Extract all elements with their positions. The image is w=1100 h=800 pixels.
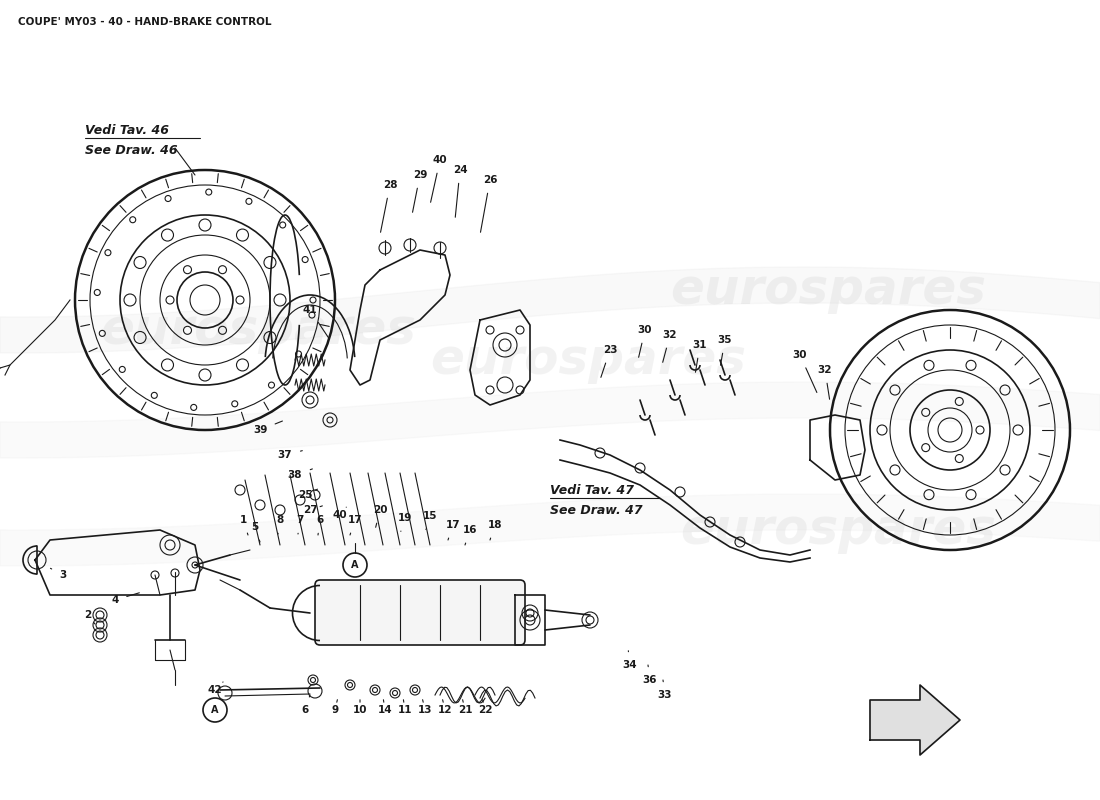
Text: 2: 2 (85, 610, 95, 624)
Text: Vedi Tav. 46: Vedi Tav. 46 (85, 123, 169, 137)
Text: 40: 40 (430, 155, 448, 202)
Text: 22: 22 (477, 700, 493, 715)
Text: 38: 38 (288, 469, 312, 480)
Text: 21: 21 (458, 700, 472, 715)
Text: 8: 8 (276, 515, 284, 534)
Text: 30: 30 (793, 350, 817, 393)
Text: eurospares: eurospares (100, 306, 416, 354)
Text: 5: 5 (252, 522, 260, 542)
Text: 4: 4 (111, 593, 140, 605)
Text: 34: 34 (623, 650, 637, 670)
FancyBboxPatch shape (315, 580, 525, 645)
Text: 6: 6 (301, 695, 310, 715)
Text: 1: 1 (240, 515, 248, 535)
Text: COUPE' MY03 - 40 - HAND-BRAKE CONTROL: COUPE' MY03 - 40 - HAND-BRAKE CONTROL (18, 17, 272, 27)
Text: 11: 11 (398, 700, 412, 715)
Text: 7: 7 (296, 515, 304, 534)
Text: 28: 28 (381, 180, 397, 232)
Text: 18: 18 (487, 520, 503, 540)
Text: 40: 40 (332, 507, 348, 520)
Text: 16: 16 (463, 525, 477, 545)
Text: 30: 30 (638, 325, 652, 358)
Text: 33: 33 (658, 680, 672, 700)
Text: 17: 17 (446, 520, 460, 540)
Text: 41: 41 (302, 305, 329, 338)
Text: 25: 25 (298, 489, 318, 500)
Text: 20: 20 (373, 505, 387, 527)
Text: 13: 13 (418, 700, 432, 715)
Text: 32: 32 (817, 365, 833, 399)
Text: 31: 31 (693, 340, 707, 372)
Text: 12: 12 (438, 700, 452, 715)
Text: 14: 14 (377, 700, 393, 715)
Text: 27: 27 (302, 505, 322, 515)
Text: 9: 9 (331, 700, 339, 715)
Text: 15: 15 (422, 511, 438, 530)
Polygon shape (870, 685, 960, 755)
Text: 3: 3 (51, 568, 67, 580)
Text: A: A (351, 560, 359, 570)
Text: 37: 37 (277, 450, 302, 460)
Text: 26: 26 (481, 175, 497, 232)
Text: 17: 17 (348, 515, 362, 535)
Text: 24: 24 (453, 165, 468, 218)
Text: 42: 42 (208, 682, 223, 695)
Text: See Draw. 46: See Draw. 46 (85, 143, 177, 157)
Text: 32: 32 (662, 330, 678, 362)
Text: eurospares: eurospares (670, 266, 986, 314)
Text: A: A (211, 705, 219, 715)
Text: 19: 19 (398, 513, 412, 531)
Text: 29: 29 (412, 170, 427, 212)
Text: Vedi Tav. 47: Vedi Tav. 47 (550, 483, 634, 497)
Text: 6: 6 (317, 515, 323, 535)
Text: See Draw. 47: See Draw. 47 (550, 503, 642, 517)
Text: 36: 36 (642, 665, 658, 685)
Text: 35: 35 (717, 335, 733, 366)
Text: 39: 39 (253, 421, 283, 435)
Text: eurospares: eurospares (430, 336, 746, 384)
Text: 23: 23 (601, 345, 617, 378)
Text: 10: 10 (353, 700, 367, 715)
Text: eurospares: eurospares (680, 506, 996, 554)
